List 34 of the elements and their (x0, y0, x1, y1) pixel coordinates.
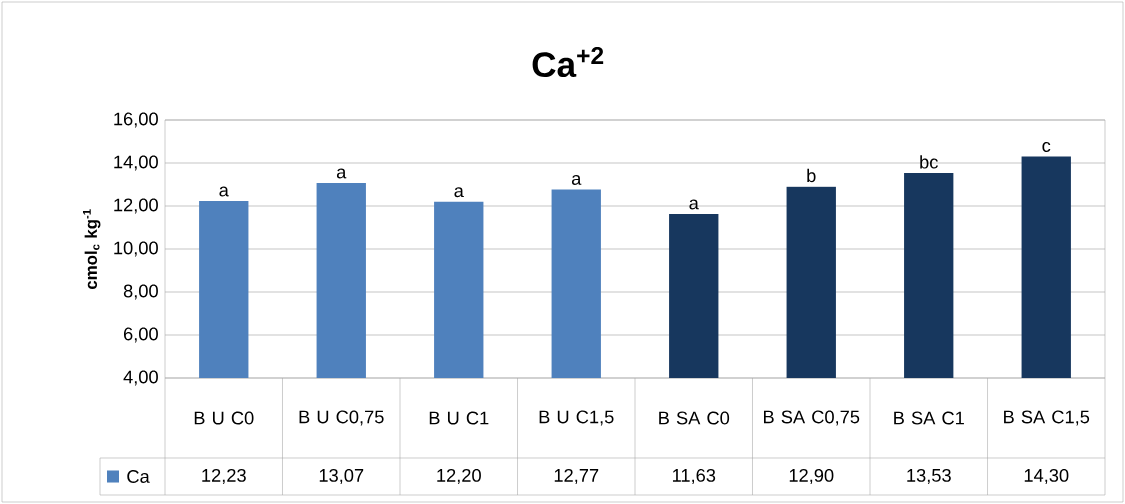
x-tick-label: B U C0,75 (299, 410, 384, 426)
x-tick-label: B SA C1 (894, 411, 964, 425)
data-label: 12,90 (789, 468, 834, 485)
legend-label: Ca (127, 470, 150, 483)
y-tick-label: 12,00 (114, 198, 158, 214)
annotation: bc (920, 155, 938, 169)
x-tick-label: B SA C1,5 (1004, 410, 1090, 426)
data-label: 12,77 (554, 468, 599, 485)
annotation: c (1042, 142, 1051, 153)
x-tick-label: B U C1 (429, 411, 489, 425)
chart-title: Ca$^{+2}$ (532, 46, 604, 78)
annotation: a (689, 199, 699, 210)
y-axis-title: cmol$_{c}$ kg$^{-1}$ (83, 209, 101, 290)
x-tick-label: B SA C0,75 (763, 410, 860, 426)
y-tick-label: 14,00 (114, 155, 158, 171)
annotation: a (219, 186, 229, 197)
y-tick-label: 10,00 (114, 241, 158, 257)
annotation: b (807, 168, 816, 183)
data-label: 12,23 (202, 468, 246, 485)
data-label: 13,53 (907, 468, 951, 485)
x-tick-label: B U C1,5 (539, 410, 614, 426)
y-tick-label: 4,00 (123, 370, 158, 386)
y-tick-label: 16,00 (114, 112, 158, 128)
data-label: 12,20 (437, 468, 481, 485)
data-label: 13,07 (319, 468, 364, 485)
annotation: a (454, 187, 464, 198)
x-tick-label: B SA C0 (659, 411, 730, 425)
annotation: a (336, 168, 347, 179)
annotation: a (571, 174, 582, 185)
y-tick-label: 8,00 (123, 284, 158, 300)
data-label: 11,63 (672, 468, 716, 485)
data-label: 14,30 (1024, 468, 1069, 485)
x-tick-label: B U C0 (194, 411, 254, 425)
y-tick-label: 6,00 (123, 327, 158, 343)
